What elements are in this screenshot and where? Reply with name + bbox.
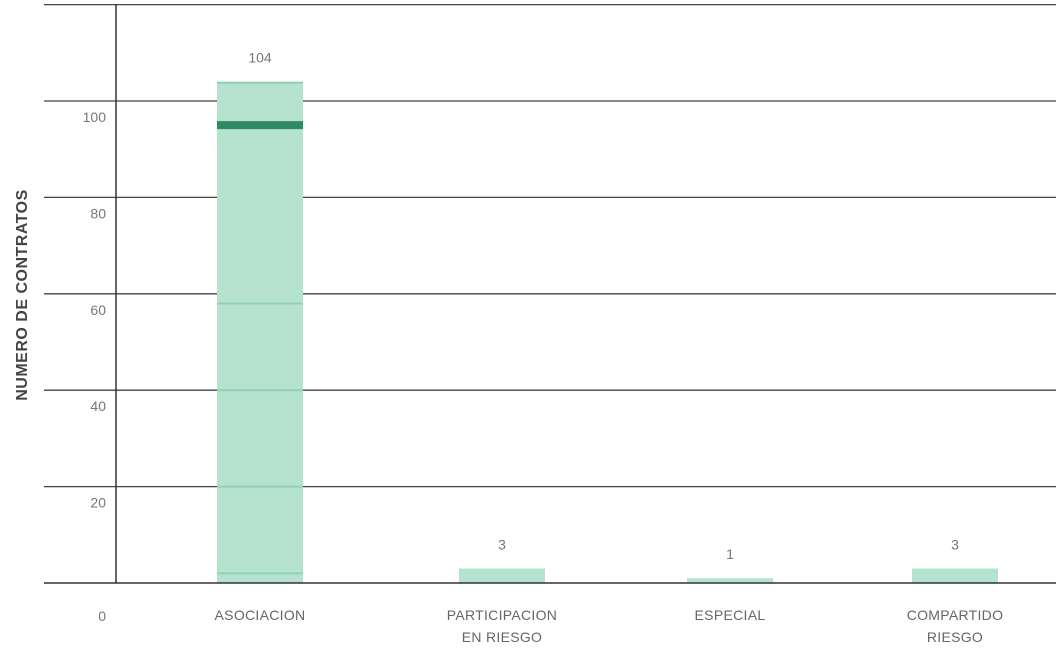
bar-stripe: [217, 485, 303, 488]
bar-stripe: [217, 302, 303, 305]
bar-top-edge: [217, 81, 303, 84]
category-label: PARTICIPACION EN RIESGO: [447, 607, 557, 645]
y-tick-label: 80: [90, 205, 106, 221]
bar-band: [217, 121, 303, 130]
bar-group: [687, 578, 773, 583]
bar-stripe: [217, 389, 303, 392]
bars: [217, 81, 998, 583]
bar-group: [217, 81, 303, 583]
y-tick-labels: 0 20 40 60 80 100: [83, 109, 107, 624]
y-tick-label: 100: [83, 109, 107, 125]
data-label: 3: [498, 537, 506, 553]
data-labels: 104 3 1 3: [248, 50, 959, 562]
category-label: COMPARTIDO RIESGO: [907, 607, 1004, 645]
category-label: ESPECIAL: [695, 607, 766, 623]
bar: [217, 81, 303, 583]
bar: [912, 568, 998, 583]
y-tick-label: 60: [90, 302, 106, 318]
y-axis-label: NUMERO DE CONTRATOS: [14, 189, 31, 401]
y-tick-label: 0: [98, 608, 106, 624]
data-label: 104: [248, 50, 272, 66]
category-labels: ASOCIACION PARTICIPACION EN RIESGO ESPECIAL…: [215, 607, 1004, 645]
bar-group: [912, 568, 998, 583]
bar-group: [459, 568, 545, 583]
data-label: 1: [726, 546, 734, 562]
gridlines: [44, 3, 1056, 488]
bar: [459, 568, 545, 583]
bar-stripe: [217, 572, 303, 575]
y-tick-label: 40: [90, 398, 106, 414]
y-tick-label: 20: [90, 495, 106, 511]
data-label: 3: [951, 537, 959, 553]
category-label: ASOCIACION: [215, 607, 306, 623]
bar: [687, 578, 773, 583]
